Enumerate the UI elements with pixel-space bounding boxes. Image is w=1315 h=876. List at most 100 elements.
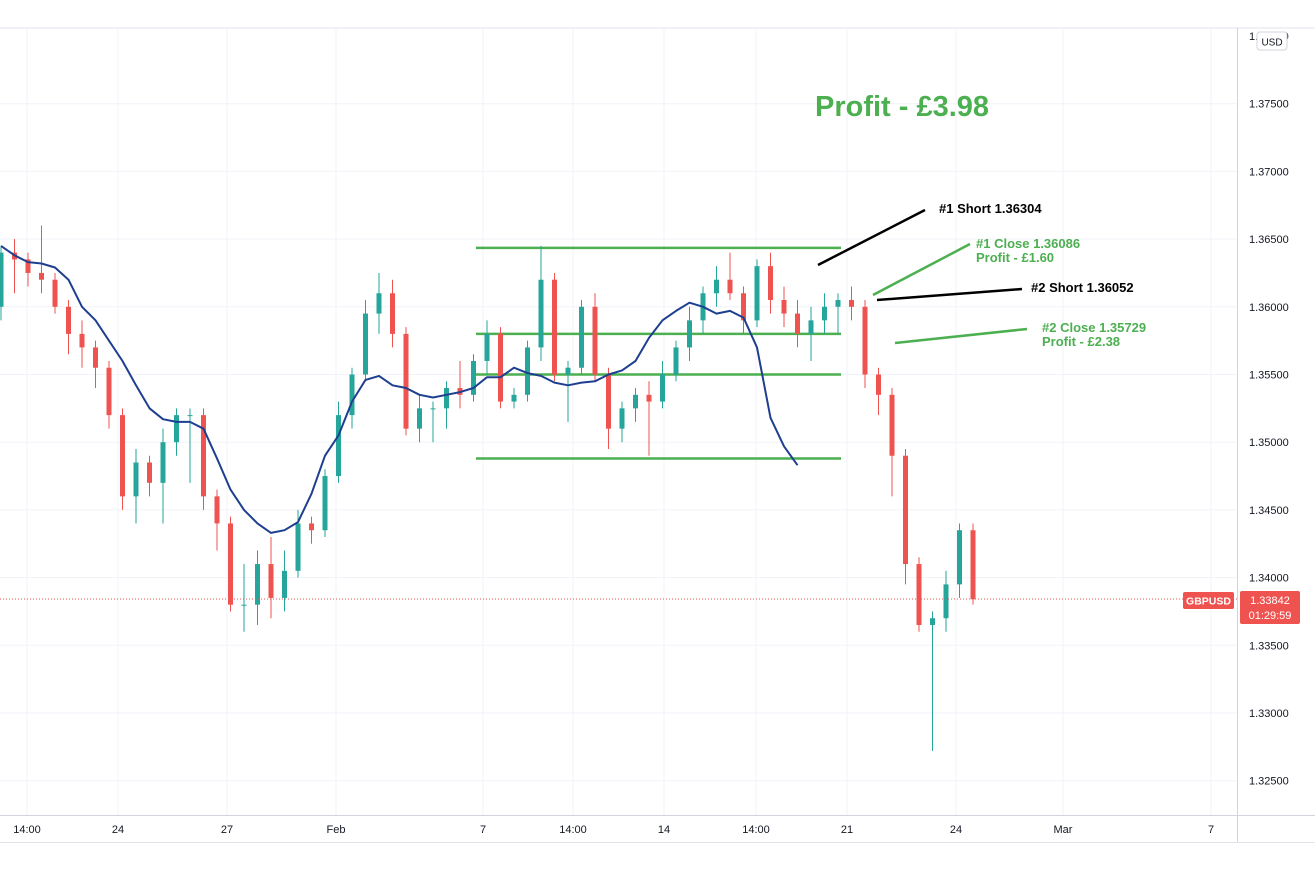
price-axis[interactable]: 1.38000 USD 1.375001.370001.365001.36000…	[1249, 31, 1289, 788]
total-profit-label: Profit - £3.98	[815, 91, 989, 123]
candle-body	[295, 523, 301, 571]
candle-body	[970, 530, 976, 600]
price-badge[interactable]: 1.33842 01:29:59	[1240, 591, 1300, 624]
candle-body	[336, 415, 341, 477]
candle	[552, 272, 557, 382]
candle	[889, 388, 895, 497]
time-tick-label: 14:00	[13, 824, 41, 836]
candle-body	[781, 300, 787, 314]
candle	[970, 523, 976, 605]
candle-body	[714, 279, 719, 294]
candle	[93, 340, 98, 389]
candle-body	[552, 279, 557, 375]
candle	[79, 320, 85, 368]
candle	[133, 448, 139, 524]
candle-body	[390, 293, 395, 334]
candle	[322, 469, 328, 537]
candle	[120, 408, 125, 510]
short2-label: #2 Short 1.36052	[1031, 280, 1134, 295]
candle-body	[309, 523, 314, 531]
time-tick-label: Mar	[1054, 824, 1073, 836]
short1-line	[817, 208, 926, 267]
candle	[39, 225, 44, 294]
candle	[930, 611, 935, 751]
short2-line	[876, 287, 1023, 302]
candle-body	[39, 272, 44, 280]
price-tick-label: 1.34000	[1249, 573, 1289, 585]
candle	[633, 388, 638, 422]
countdown-badge-text: 01:29:59	[1249, 610, 1292, 622]
candle	[579, 300, 584, 375]
price-badge-bg	[1240, 591, 1300, 624]
candle-body	[201, 415, 206, 497]
candle-body	[0, 252, 4, 307]
price-tick-label: 1.36500	[1249, 234, 1289, 246]
candle	[444, 381, 449, 429]
candle-body	[754, 266, 760, 321]
candle-body	[174, 415, 179, 443]
candle-body	[66, 306, 71, 334]
candle-body	[214, 496, 220, 524]
candle	[538, 245, 544, 361]
close1-line	[872, 242, 971, 297]
candle	[214, 489, 220, 551]
time-axis[interactable]: 14:00 24 27 Feb 7 14:00 14 14:00 21 24 Mar 7	[13, 824, 1214, 836]
candle	[0, 245, 4, 321]
currency-label: USD	[1261, 38, 1282, 49]
candle	[714, 266, 719, 307]
candle-body	[903, 455, 908, 565]
candle-body	[943, 584, 949, 619]
candle	[687, 306, 692, 361]
candle	[511, 388, 517, 409]
time-tick-label: 24	[950, 824, 962, 836]
symbol-badge[interactable]: GBPUSD	[1183, 592, 1234, 609]
candle	[390, 279, 395, 348]
candle-body	[633, 394, 638, 409]
close2-profit-label: Profit - £2.38	[1042, 334, 1120, 349]
close2-label: #2 Close 1.35729	[1042, 320, 1146, 335]
currency-box[interactable]	[1256, 31, 1288, 51]
candle-body	[660, 374, 665, 402]
candle-body	[79, 333, 85, 348]
candle	[781, 286, 787, 328]
candle-body	[916, 564, 922, 625]
candle	[471, 354, 476, 402]
candle	[228, 516, 233, 612]
price-tick-label: 1.34500	[1249, 505, 1289, 517]
candle	[619, 401, 625, 443]
candle-body	[25, 259, 31, 273]
candle	[741, 286, 746, 334]
candle-body	[511, 394, 517, 402]
candle-body	[849, 300, 854, 307]
candle	[349, 367, 355, 429]
candle-body	[673, 347, 679, 375]
price-tick-label: 1.32500	[1249, 776, 1289, 788]
candle-body	[444, 388, 449, 409]
candle-body	[498, 333, 503, 402]
candle-body	[579, 306, 584, 368]
time-tick-label: 14:00	[742, 824, 770, 836]
time-tick-label: Feb	[327, 824, 346, 836]
candle	[241, 564, 247, 632]
grid	[0, 28, 1237, 815]
candle	[795, 300, 800, 348]
candle-body	[687, 320, 692, 348]
candle-body	[592, 306, 598, 375]
price-tick-label: 1.33500	[1249, 640, 1289, 652]
candle	[484, 320, 490, 375]
candle-body	[282, 570, 287, 598]
candle-body	[930, 618, 935, 625]
price-tick-label: 1.35500	[1249, 370, 1289, 382]
candle-body	[120, 415, 125, 497]
candle-body	[228, 523, 233, 605]
candle	[376, 272, 382, 334]
candle-body	[160, 442, 166, 483]
candle	[592, 293, 598, 382]
candle	[403, 327, 409, 436]
price-tick-label: 1.37000	[1249, 166, 1289, 178]
candle	[336, 401, 341, 483]
price-tick-label: 1.37500	[1249, 99, 1289, 111]
price-badge-text: 1.33842	[1250, 595, 1290, 607]
